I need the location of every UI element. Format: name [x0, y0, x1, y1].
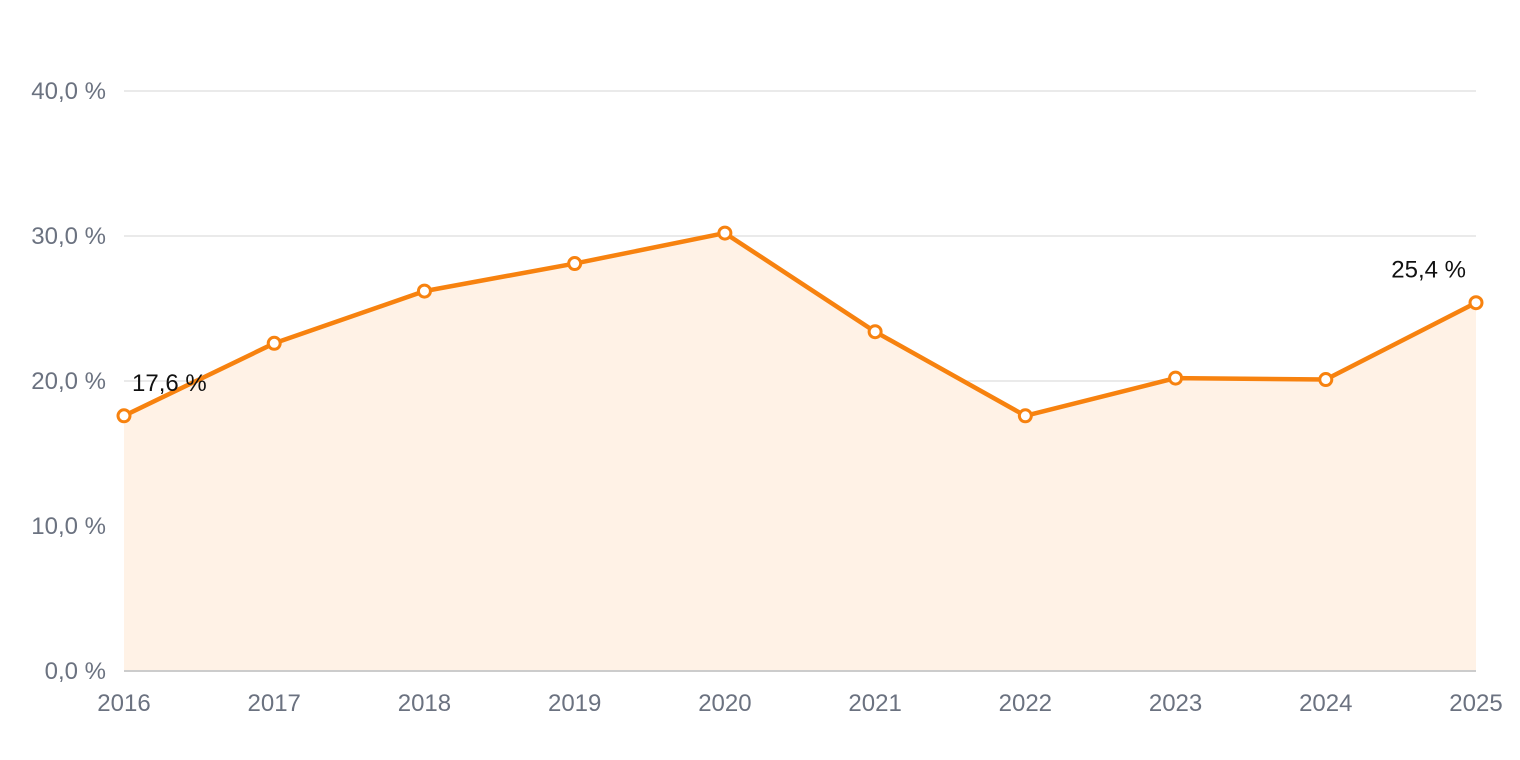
data-point — [416, 283, 432, 299]
data-point — [867, 324, 883, 340]
x-tick-label: 2019 — [548, 690, 601, 717]
data-point — [116, 408, 132, 424]
series-line-layer — [121, 230, 1479, 419]
x-tick-label: 2025 — [1449, 690, 1502, 717]
area-fill-layer — [124, 233, 1476, 671]
data-point — [266, 335, 282, 351]
x-tick-label: 2023 — [1149, 690, 1202, 717]
data-point — [1468, 295, 1484, 311]
data-label: 25,4 % — [1391, 257, 1466, 284]
data-point — [1017, 408, 1033, 424]
x-tick-label: 2017 — [248, 690, 301, 717]
y-tick-label: 40,0 % — [31, 78, 106, 105]
y-tick-label: 30,0 % — [31, 223, 106, 250]
data-point — [1318, 372, 1334, 388]
data-point — [717, 225, 733, 241]
x-tick-label: 2020 — [698, 690, 751, 717]
data-label: 17,6 % — [132, 370, 207, 397]
y-tick-label: 20,0 % — [31, 368, 106, 395]
area-fill — [124, 233, 1476, 671]
x-tick-label: 2024 — [1299, 690, 1352, 717]
data-point — [1168, 370, 1184, 386]
y-tick-label: 10,0 % — [31, 513, 106, 540]
x-tick-label: 2016 — [97, 690, 150, 717]
data-points — [116, 225, 1484, 424]
y-tick-label: 0,0 % — [45, 658, 106, 685]
x-tick-label: 2022 — [999, 690, 1052, 717]
data-point — [567, 256, 583, 272]
y-axis-ticks: 0,0 % 10,0 % 20,0 % 30,0 % 40,0 % — [31, 78, 106, 685]
series-line — [121, 230, 1479, 419]
x-axis-ticks: 2016 2017 2018 2019 2020 2021 2022 2023 2024 2025 — [97, 690, 1502, 717]
data-labels: 17,6 % 25,4 % — [132, 257, 1466, 397]
x-tick-label: 2021 — [848, 690, 901, 717]
x-tick-label: 2018 — [398, 690, 451, 717]
